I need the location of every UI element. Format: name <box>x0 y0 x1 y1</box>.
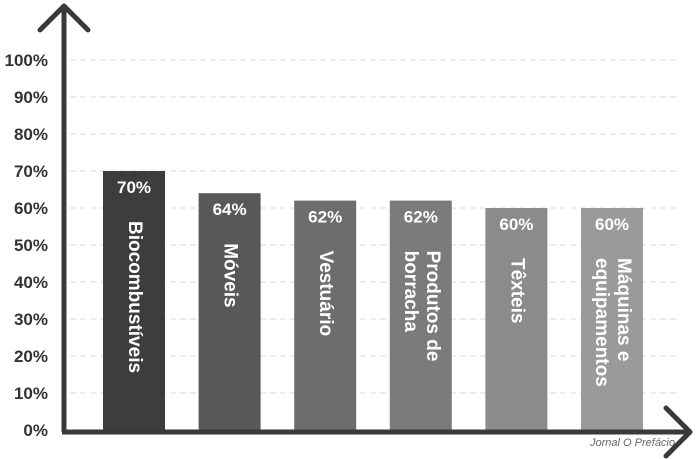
bar <box>103 171 165 430</box>
source-credit: Jornal O Prefácio <box>589 437 675 449</box>
category-label: Vestuário <box>315 251 336 337</box>
gridlines <box>70 59 680 394</box>
bar-group: 60% Têxteis <box>485 208 548 430</box>
bars: 70%Biocombustíveis64%Móveis62%Vestuário6… <box>103 171 643 430</box>
category-label: borracha <box>400 251 421 333</box>
x-axis-arrow <box>663 405 693 459</box>
y-tick-label: 30% <box>14 310 48 329</box>
y-tick-label: 50% <box>14 236 48 255</box>
y-tick-label: 20% <box>14 347 48 366</box>
y-tick-label: 100% <box>5 51 48 70</box>
category-label: Têxteis <box>506 258 527 323</box>
bar-group: 64% Móveis <box>198 193 261 430</box>
y-axis-ticks: 0% 10% 20% 30% 40% 50% 60% 70% 80% 90% 100% <box>5 51 48 440</box>
bar <box>198 193 261 430</box>
y-tick-label: 40% <box>14 273 48 292</box>
category-label: Máquinas e <box>613 258 634 361</box>
y-tick-label: 90% <box>14 88 48 107</box>
bar <box>294 200 357 430</box>
bar <box>485 208 548 430</box>
category-label: Biocombustíveis <box>124 221 145 373</box>
bar <box>581 208 643 430</box>
category-label: equipamentos <box>591 258 612 387</box>
y-tick-label: 80% <box>14 125 48 144</box>
bar-value-label: 70% <box>117 178 151 197</box>
bar-value-label: 60% <box>499 215 533 234</box>
bar-value-label: 64% <box>213 200 247 219</box>
y-tick-label: 10% <box>14 384 48 403</box>
axes <box>37 3 693 459</box>
category-label: Móveis <box>220 243 241 307</box>
bar-group: 70% Biocombustíveis <box>103 171 165 430</box>
bar-value-label: 60% <box>595 215 629 234</box>
bar-group: 62% Vestuário <box>294 200 357 430</box>
bar-value-label: 62% <box>404 208 438 227</box>
bar <box>389 200 452 430</box>
y-tick-label: 60% <box>14 199 48 218</box>
y-axis-arrow <box>37 3 91 33</box>
y-tick-label: 70% <box>14 162 48 181</box>
bar-value-label: 62% <box>308 208 342 227</box>
category-label: Produtos de <box>422 251 443 362</box>
y-tick-label: 0% <box>23 421 48 440</box>
